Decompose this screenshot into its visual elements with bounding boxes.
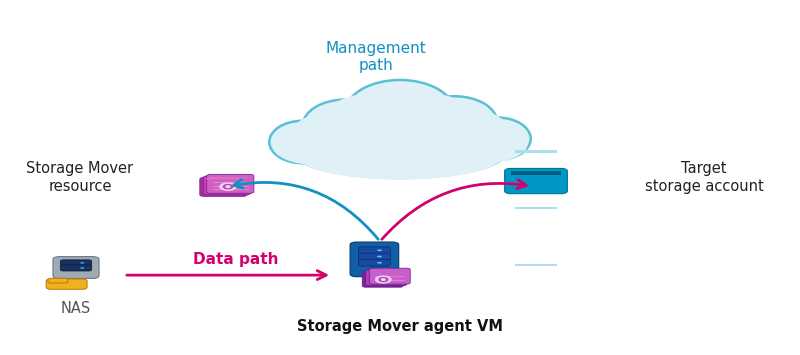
FancyBboxPatch shape [350, 242, 398, 277]
Text: Management
path: Management path [326, 40, 426, 73]
FancyBboxPatch shape [505, 168, 567, 194]
Ellipse shape [290, 109, 400, 162]
FancyBboxPatch shape [366, 270, 406, 286]
Polygon shape [376, 276, 391, 283]
Ellipse shape [442, 124, 528, 163]
Polygon shape [204, 177, 249, 179]
FancyBboxPatch shape [53, 257, 99, 278]
Ellipse shape [377, 262, 382, 264]
Ellipse shape [297, 131, 503, 180]
Ellipse shape [80, 262, 84, 263]
Ellipse shape [464, 118, 530, 160]
Ellipse shape [290, 127, 376, 170]
FancyBboxPatch shape [200, 178, 247, 196]
Ellipse shape [377, 256, 382, 257]
Polygon shape [220, 183, 236, 190]
Ellipse shape [270, 121, 336, 163]
FancyBboxPatch shape [48, 278, 68, 283]
FancyBboxPatch shape [206, 174, 254, 193]
Ellipse shape [302, 99, 388, 152]
Ellipse shape [80, 267, 84, 269]
Polygon shape [382, 279, 386, 280]
Text: Target
storage account: Target storage account [645, 161, 763, 194]
Bar [515, 207, 557, 209]
Text: Storage Mover
resource: Storage Mover resource [26, 161, 134, 194]
Ellipse shape [315, 90, 485, 162]
Ellipse shape [294, 126, 506, 178]
FancyBboxPatch shape [358, 247, 390, 254]
FancyBboxPatch shape [60, 265, 92, 271]
FancyBboxPatch shape [358, 253, 390, 260]
Ellipse shape [424, 126, 510, 168]
Text: Storage Mover agent VM: Storage Mover agent VM [297, 319, 503, 334]
Text: NAS: NAS [61, 301, 91, 316]
Ellipse shape [377, 250, 382, 251]
Text: Data path: Data path [194, 252, 278, 267]
Polygon shape [226, 186, 230, 187]
Polygon shape [379, 278, 388, 282]
Bar [511, 171, 561, 175]
Ellipse shape [400, 106, 510, 158]
Ellipse shape [272, 126, 358, 165]
Bar [515, 264, 557, 266]
FancyBboxPatch shape [203, 176, 250, 195]
FancyBboxPatch shape [46, 279, 87, 289]
Ellipse shape [412, 96, 498, 148]
FancyBboxPatch shape [358, 260, 390, 266]
FancyBboxPatch shape [60, 260, 92, 266]
FancyBboxPatch shape [362, 271, 403, 287]
Ellipse shape [346, 80, 454, 145]
Polygon shape [223, 185, 233, 189]
FancyBboxPatch shape [370, 268, 410, 284]
Bar [515, 150, 557, 153]
